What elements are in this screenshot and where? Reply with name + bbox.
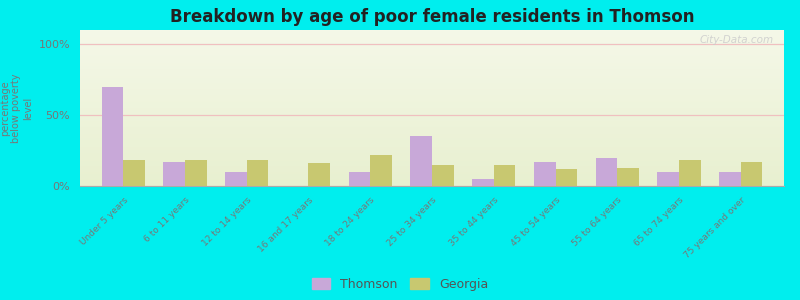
Bar [741, 162, 762, 186]
Y-axis label: percentage
below poverty
level: percentage below poverty level [0, 73, 33, 143]
Bar [596, 158, 618, 186]
Bar [410, 136, 432, 186]
Bar [679, 160, 701, 186]
Bar [185, 160, 206, 186]
Bar [555, 169, 577, 186]
Bar [618, 168, 639, 186]
Bar [719, 172, 741, 186]
Bar [370, 155, 392, 186]
Bar [225, 172, 246, 186]
Bar [432, 165, 454, 186]
Bar [309, 163, 330, 186]
Bar [494, 165, 515, 186]
Text: City-Data.com: City-Data.com [699, 35, 774, 45]
Bar [123, 160, 145, 186]
Title: Breakdown by age of poor female residents in Thomson: Breakdown by age of poor female resident… [170, 8, 694, 26]
Bar [246, 160, 268, 186]
Bar [658, 172, 679, 186]
Bar [349, 172, 370, 186]
Bar [163, 162, 185, 186]
Bar [472, 179, 494, 186]
Bar [534, 162, 555, 186]
Legend: Thomson, Georgia: Thomson, Georgia [312, 278, 488, 291]
Bar [102, 87, 123, 186]
